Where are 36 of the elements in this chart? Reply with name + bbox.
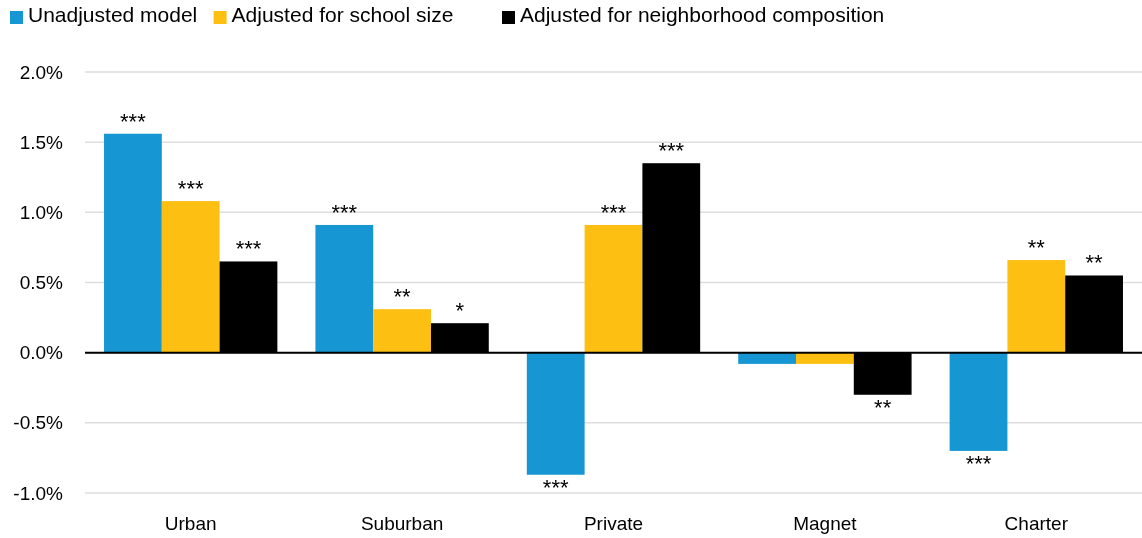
legend-label: Adjusted for neighborhood composition [520, 3, 885, 26]
legend-label: Adjusted for school size [231, 3, 454, 26]
y-tick-label: 1.5% [19, 131, 64, 153]
data-label: ** [1085, 250, 1104, 276]
data-label: *** [600, 199, 627, 225]
bar [584, 224, 643, 353]
y-tick-label: 2.0% [19, 61, 64, 83]
x-tick-label: Magnet [793, 513, 858, 534]
data-label: *** [965, 450, 992, 476]
x-tick-label: Suburban [360, 513, 444, 534]
legend-label: Unadjusted model [28, 3, 198, 26]
data-label: ** [874, 394, 892, 420]
bar [949, 352, 1008, 451]
data-label: *** [331, 199, 358, 225]
bar [104, 133, 162, 353]
data-label: *** [658, 138, 685, 164]
x-tick-label: Urban [164, 513, 217, 534]
x-tick-label: Private [583, 513, 644, 534]
data-label: *** [177, 176, 204, 202]
y-tick-label: -0.5% [13, 412, 64, 434]
data-label: *** [120, 108, 147, 134]
data-label: ** [393, 284, 412, 310]
y-tick-label: 0.5% [19, 272, 64, 294]
y-tick-label: -1.0% [13, 482, 64, 504]
data-label: *** [542, 474, 569, 500]
bar [1007, 260, 1066, 353]
data-label: ** [1027, 235, 1046, 261]
bar [315, 224, 374, 353]
bar [373, 309, 431, 353]
x-tick-label: Charter [1004, 513, 1069, 534]
data-label: *** [235, 236, 262, 262]
bar [161, 201, 220, 353]
bar [526, 352, 585, 475]
y-tick-label: 1.0% [19, 201, 64, 223]
y-tick-label: 0.0% [19, 342, 64, 364]
data-label: * [455, 298, 465, 324]
